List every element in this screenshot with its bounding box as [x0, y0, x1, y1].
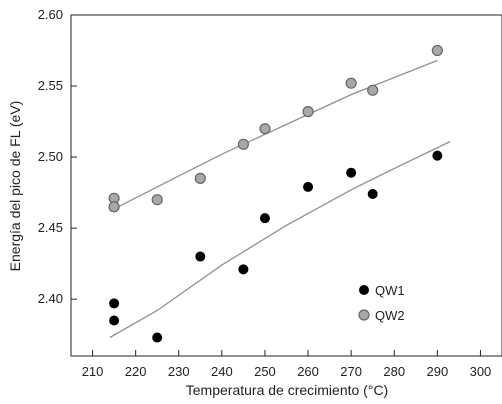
point-qw1 [152, 332, 163, 343]
legend: QW1 QW2 [358, 283, 405, 323]
x-tick-label: 260 [297, 364, 319, 379]
y-tick-label: 2.55 [38, 78, 63, 93]
legend-label-qw1: QW1 [375, 283, 405, 298]
point-qw2 [108, 201, 120, 213]
point-qw1 [432, 150, 443, 161]
point-qw1 [109, 298, 120, 309]
x-tick-label: 280 [383, 364, 405, 379]
x-tick-label: 230 [168, 364, 190, 379]
point-qw1 [238, 264, 249, 275]
y-tick-label: 2.45 [38, 220, 63, 235]
y-axis-label: Energía del pico de FL (eV) [7, 101, 23, 272]
point-qw2 [259, 123, 271, 135]
point-qw2 [431, 44, 443, 57]
x-tick-label: 250 [254, 364, 276, 379]
legend-marker-qw1 [359, 285, 369, 295]
point-qw1 [259, 213, 270, 224]
point-qw2 [194, 172, 206, 184]
x-tick-label: 290 [426, 364, 448, 379]
x-tick-label: 210 [82, 364, 104, 379]
x-tick-label: 270 [340, 364, 362, 379]
x-axis: 210 220 230 240 250 260 270 280 290 300 [82, 350, 492, 379]
legend-label-qw2: QW2 [375, 308, 405, 323]
y-tick-label: 2.60 [38, 7, 63, 22]
data-points [108, 44, 443, 343]
point-qw1 [367, 189, 378, 200]
x-tick-label: 300 [470, 364, 492, 379]
fit-curve-qw2 [109, 59, 438, 212]
plot-area [70, 14, 502, 357]
point-qw1 [346, 167, 357, 178]
point-qw2 [151, 194, 163, 206]
point-qw2 [367, 84, 379, 96]
point-qw1 [109, 315, 120, 326]
x-tick-label: 240 [211, 364, 233, 379]
fit-curves [109, 59, 451, 339]
x-axis-label: Temperatura de crecimiento (°C) [186, 382, 388, 398]
point-qw2 [302, 106, 314, 118]
y-tick-label: 2.50 [38, 149, 63, 164]
point-qw2 [237, 138, 249, 150]
point-qw2 [345, 77, 357, 89]
legend-marker-qw2 [358, 309, 370, 321]
point-qw1 [303, 181, 314, 192]
point-qw1 [195, 251, 206, 262]
y-axis: 2.40 2.45 2.50 2.55 2.60 [38, 7, 77, 306]
y-tick-label: 2.40 [38, 291, 63, 306]
fit-curve-qw1 [109, 140, 451, 339]
x-tick-label: 220 [125, 364, 147, 379]
